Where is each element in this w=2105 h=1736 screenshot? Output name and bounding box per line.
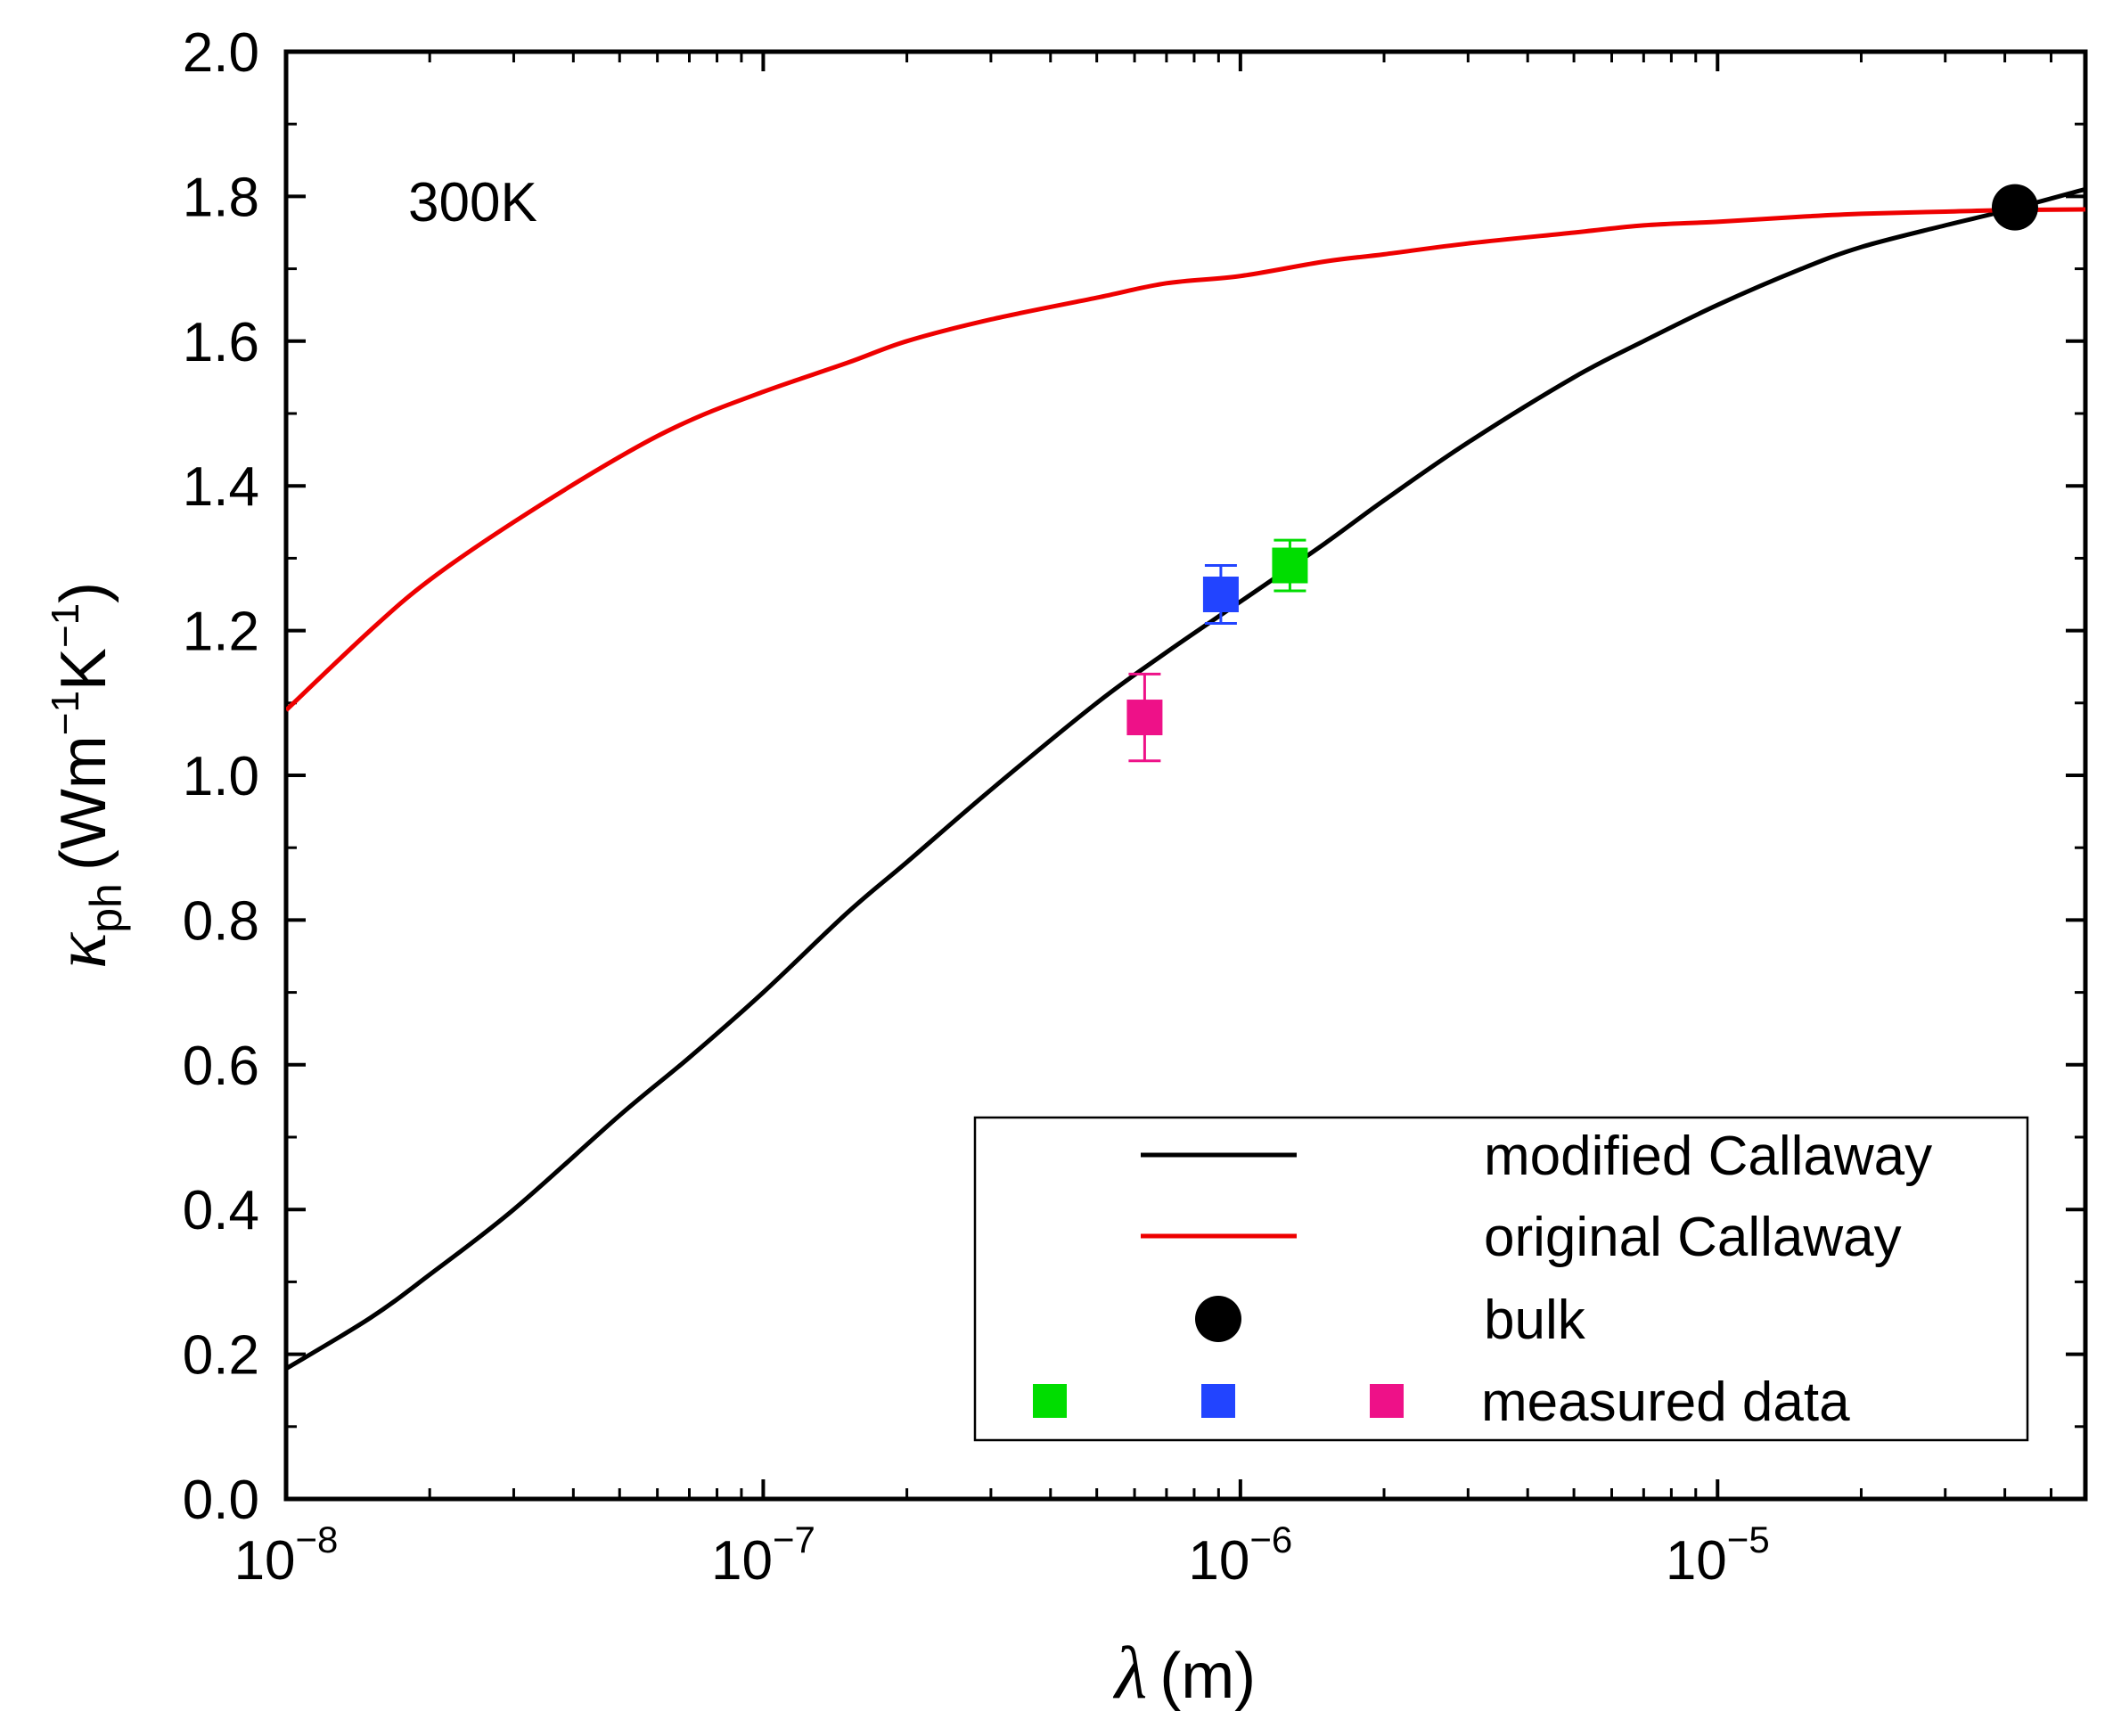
legend-swatch-measured-blue	[1201, 1384, 1235, 1418]
y-tick-label: 1.4	[183, 456, 259, 518]
legend-label-original: original Callaway	[1484, 1207, 1902, 1268]
y-tick-label: 1.2	[183, 602, 259, 663]
y-tick-label: 0.6	[183, 1036, 259, 1097]
measured-point	[1126, 700, 1163, 736]
measured-point	[1202, 577, 1239, 612]
series-layer	[286, 186, 2085, 1371]
svg-text:κph(Wm−1K−1): κph(Wm−1K−1)	[39, 582, 131, 969]
legend-swatch-measured-pink	[1370, 1384, 1404, 1418]
y-axis-symbol: κ	[39, 931, 122, 969]
x-axis-unit: (m)	[1159, 1641, 1256, 1712]
legend-label-measured: measured data	[1481, 1372, 1850, 1433]
legend-swatch-measured-green	[1033, 1384, 1067, 1418]
x-tick-label: 10−6	[1188, 1519, 1292, 1592]
modified-callaway-line	[286, 186, 2085, 1371]
y-tick-label: 0.2	[183, 1325, 259, 1387]
original-callaway-line	[286, 207, 2085, 712]
x-axis-symbol: λ	[1112, 1632, 1147, 1715]
x-axis-title: λ (m)	[1112, 1632, 1256, 1715]
y-tick-label: 0.0	[183, 1470, 259, 1531]
y-tick-label: 0.4	[183, 1180, 259, 1241]
points-layer	[1126, 184, 2038, 763]
x-axis-ticks: 10−8 10−7 10−6 10−5	[234, 52, 2053, 1592]
y-axis-unit-close: )	[48, 582, 119, 603]
measured-point	[1272, 547, 1308, 584]
y-tick-label: 1.6	[183, 312, 259, 373]
legend-label-modified: modified Callaway	[1484, 1126, 1932, 1187]
y-axis-unit-mid: K	[48, 648, 119, 691]
legend: modified Callaway original Callaway bulk…	[973, 1116, 2029, 1442]
y-tick-label: 2.0	[183, 22, 259, 84]
x-tick-label: 10−8	[234, 1519, 339, 1592]
y-axis-ticks: 0.0 0.2 0.4 0.6 0.8 1.0 1.2 1.4 1.6 1.8 2.0	[183, 22, 2085, 1531]
legend-box	[973, 1116, 2029, 1442]
legend-swatch-bulk	[1195, 1296, 1241, 1342]
y-axis-exp2: −1	[44, 603, 87, 648]
y-axis-exp1: −1	[44, 691, 87, 735]
y-tick-label: 1.8	[183, 167, 259, 228]
bulk-point	[1991, 184, 2038, 231]
legend-label-bulk: bulk	[1484, 1290, 1586, 1351]
y-tick-label: 1.0	[183, 746, 259, 807]
y-tick-label: 0.8	[183, 890, 259, 952]
y-axis-subscript: ph	[81, 883, 131, 933]
x-tick-label: 10−7	[711, 1519, 815, 1592]
y-axis-title: κph(Wm−1K−1)	[39, 582, 131, 969]
temperature-annotation: 300K	[408, 172, 537, 233]
x-tick-label: 10−5	[1666, 1519, 1770, 1592]
y-axis-unit-open: (Wm	[48, 735, 119, 871]
